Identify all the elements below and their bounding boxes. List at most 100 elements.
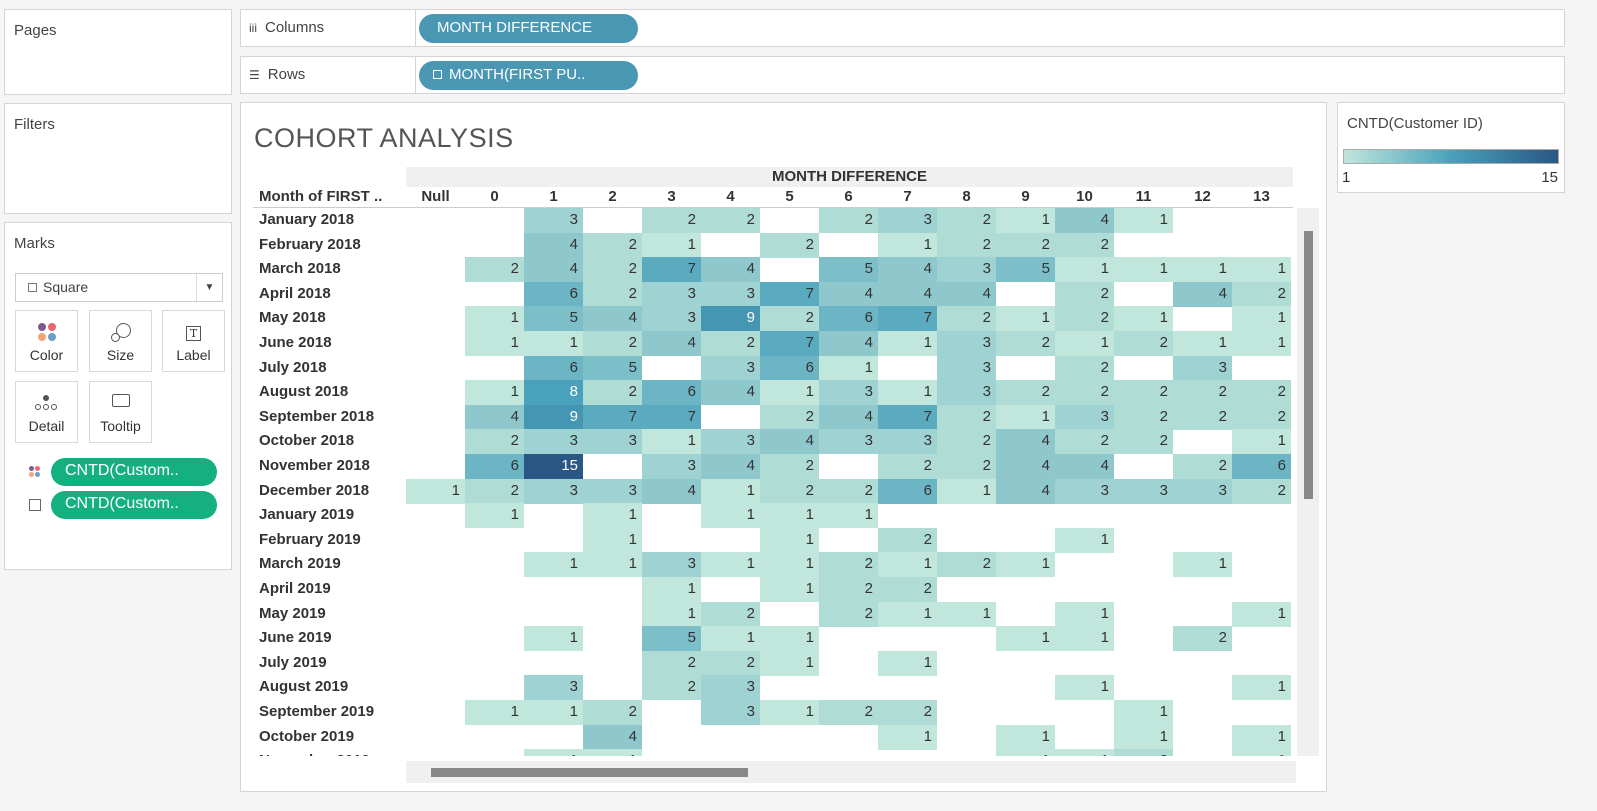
color-button[interactable]: Color (15, 310, 78, 372)
heatmap-cell[interactable]: 3 (701, 700, 760, 725)
heatmap-cell[interactable]: 2 (819, 700, 878, 725)
heatmap-cell[interactable]: 1 (583, 552, 642, 578)
heatmap-cell[interactable]: 1 (996, 552, 1055, 578)
heatmap-cell[interactable]: 4 (996, 478, 1055, 504)
heatmap-cell[interactable]: 1 (1232, 675, 1291, 701)
heatmap-cell[interactable]: 4 (819, 331, 878, 356)
heatmap-cell[interactable]: 2 (1173, 380, 1232, 406)
heatmap-cell[interactable]: 1 (1232, 724, 1291, 750)
heatmap-cell[interactable]: 1 (465, 380, 524, 406)
heatmap-cell[interactable]: 1 (642, 429, 701, 455)
heatmap-cell[interactable]: 1 (996, 749, 1055, 756)
heatmap-cell[interactable]: 15 (524, 454, 583, 479)
heatmap-cell[interactable]: 1 (701, 478, 760, 504)
heatmap-cell[interactable]: 3 (524, 478, 583, 504)
heatmap-cell[interactable]: 5 (583, 355, 642, 381)
heatmap-cell[interactable]: 3 (701, 675, 760, 701)
heatmap-cell[interactable]: 1 (642, 232, 701, 258)
chevron-down-icon[interactable]: ▼ (196, 274, 222, 301)
heatmap-cell[interactable]: 1 (1055, 527, 1114, 553)
heatmap-cell[interactable]: 2 (937, 208, 996, 233)
heatmap-cell[interactable]: 2 (819, 478, 878, 504)
heatmap-cell[interactable]: 1 (760, 700, 819, 725)
heatmap-cell[interactable]: 4 (878, 257, 937, 283)
heatmap-cell[interactable]: 1 (996, 724, 1055, 750)
heatmap-cell[interactable]: 2 (583, 700, 642, 725)
heatmap-cell[interactable]: 1 (760, 650, 819, 676)
heatmap-cell[interactable]: 5 (819, 257, 878, 283)
heatmap-cell[interactable]: 2 (1114, 404, 1173, 430)
heatmap-cell[interactable]: 1 (1055, 331, 1114, 356)
heatmap-cell[interactable]: 1 (878, 232, 937, 258)
heatmap-cell[interactable]: 9 (524, 404, 583, 430)
heatmap-cell[interactable]: 2 (1055, 429, 1114, 455)
heatmap-cell[interactable]: 1 (1055, 626, 1114, 652)
heatmap-cell[interactable]: 2 (760, 454, 819, 479)
heatmap-cell[interactable]: 1 (1173, 552, 1232, 578)
heatmap-cell[interactable]: 3 (524, 429, 583, 455)
heatmap-cell[interactable]: 3 (642, 454, 701, 479)
heatmap-cell[interactable]: 1 (878, 331, 937, 356)
heatmap-cell[interactable]: 5 (642, 626, 701, 652)
heatmap-cell[interactable]: 7 (878, 306, 937, 332)
heatmap-cell[interactable]: 2 (1114, 749, 1173, 756)
heatmap-cell[interactable]: 4 (583, 724, 642, 750)
heatmap-cell[interactable]: 3 (1173, 478, 1232, 504)
heatmap-cell[interactable]: 1 (819, 355, 878, 381)
heatmap-cell[interactable]: 4 (819, 404, 878, 430)
heatmap-cell[interactable]: 4 (996, 454, 1055, 479)
heatmap-cell[interactable]: 1 (996, 208, 1055, 233)
heatmap-cell[interactable]: 2 (1055, 232, 1114, 258)
heatmap-cell[interactable]: 3 (701, 355, 760, 381)
heatmap-cell[interactable]: 4 (642, 331, 701, 356)
heatmap-cell[interactable]: 2 (878, 454, 937, 479)
label-button[interactable]: T Label (162, 310, 225, 372)
heatmap-cell[interactable]: 2 (760, 404, 819, 430)
heatmap-cell[interactable]: 4 (701, 454, 760, 479)
heatmap-cell[interactable]: 1 (1114, 208, 1173, 233)
heatmap-cell[interactable]: 5 (996, 257, 1055, 283)
heatmap-cell[interactable]: 1 (406, 478, 465, 504)
heatmap-cell[interactable]: 1 (1114, 700, 1173, 725)
rows-shelf[interactable]: ☰ Rows MONTH(FIRST PU.. (240, 56, 1565, 94)
heatmap-cell[interactable]: 2 (1114, 380, 1173, 406)
heatmap-cell[interactable]: 2 (642, 650, 701, 676)
heatmap-cell[interactable]: 4 (878, 281, 937, 307)
heatmap-cell[interactable]: 2 (1055, 281, 1114, 307)
heatmap-cell[interactable]: 6 (524, 281, 583, 307)
heatmap-cell[interactable]: 1 (878, 601, 937, 627)
heatmap-cell[interactable]: 2 (1232, 478, 1291, 504)
heatmap-cell[interactable]: 2 (701, 601, 760, 627)
heatmap-cell[interactable]: 2 (1114, 331, 1173, 356)
heatmap-cell[interactable]: 3 (642, 552, 701, 578)
color-field-pill[interactable]: CNTD(Custom.. (51, 458, 217, 486)
heatmap-cell[interactable]: 3 (642, 306, 701, 332)
heatmap-cell[interactable]: 2 (1055, 380, 1114, 406)
heatmap-cell[interactable]: 2 (465, 257, 524, 283)
heatmap-cell[interactable]: 7 (760, 281, 819, 307)
heatmap-cell[interactable]: 1 (1055, 675, 1114, 701)
size-button[interactable]: Size (89, 310, 152, 372)
heatmap-cell[interactable]: 1 (1055, 601, 1114, 627)
heatmap-cell[interactable]: 2 (878, 527, 937, 553)
heatmap-cell[interactable]: 1 (1232, 257, 1291, 283)
heatmap-cell[interactable]: 5 (524, 306, 583, 332)
heatmap-cell[interactable]: 1 (701, 626, 760, 652)
heatmap-cell[interactable]: 3 (878, 208, 937, 233)
heatmap-cell[interactable]: 1 (583, 503, 642, 529)
heatmap-cell[interactable]: 1 (1232, 601, 1291, 627)
heatmap-cell[interactable]: 1 (760, 552, 819, 578)
heatmap-cell[interactable]: 3 (583, 478, 642, 504)
heatmap-cell[interactable]: 1 (937, 601, 996, 627)
heatmap-cell[interactable]: 2 (1232, 404, 1291, 430)
heatmap-cell[interactable]: 8 (524, 380, 583, 406)
heatmap-cell[interactable]: 2 (937, 429, 996, 455)
vertical-scrollbar[interactable] (1297, 208, 1319, 756)
heatmap-cell[interactable]: 1 (1055, 257, 1114, 283)
heatmap-cell[interactable]: 3 (1055, 478, 1114, 504)
heatmap-cell[interactable]: 1 (996, 626, 1055, 652)
heatmap-cell[interactable]: 4 (642, 478, 701, 504)
heatmap-cell[interactable]: 1 (996, 404, 1055, 430)
month-difference-pill[interactable]: MONTH DIFFERENCE (419, 14, 638, 43)
heatmap-cell[interactable]: 9 (701, 306, 760, 332)
